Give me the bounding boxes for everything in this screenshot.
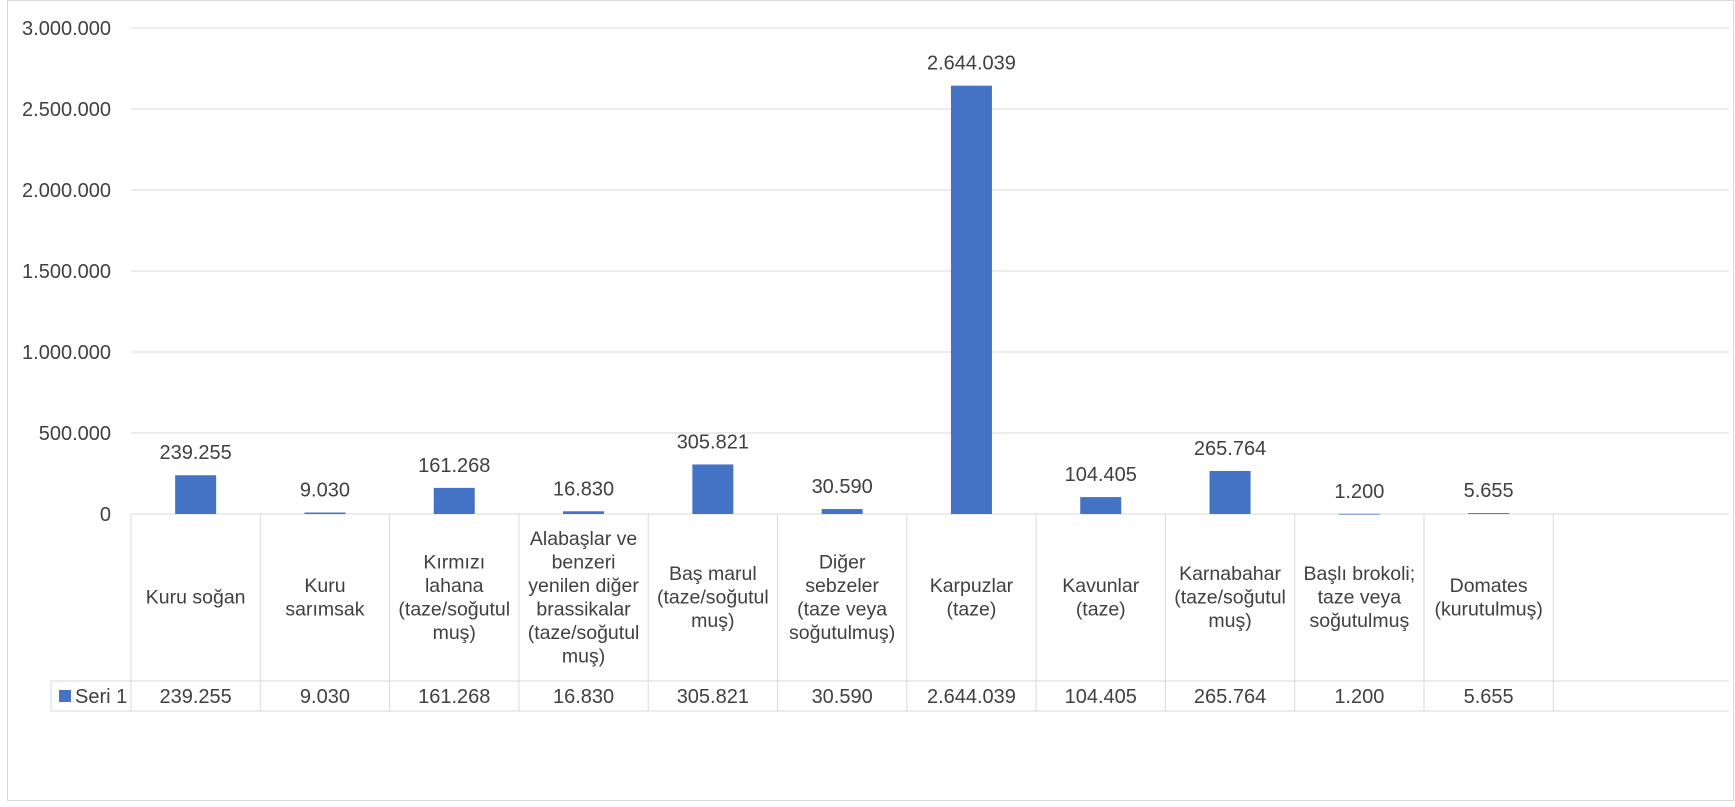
bar	[1468, 513, 1510, 514]
category-label: (taze/soğutul	[398, 598, 510, 620]
data-label: 16.830	[553, 478, 614, 500]
bar	[175, 475, 217, 514]
category-label: soğutulmuş)	[789, 622, 895, 644]
category-label: brassikalar	[536, 598, 631, 620]
category-label: muş)	[691, 610, 734, 632]
category-label: sebzeler	[805, 575, 879, 597]
table-value-cell: 265.764	[1194, 686, 1266, 708]
category-label: muş)	[433, 622, 476, 644]
table-value-cell: 239.255	[160, 686, 232, 708]
category-label: lahana	[425, 575, 484, 597]
table-value-cell: 30.590	[812, 686, 873, 708]
bar	[950, 85, 992, 514]
bar	[304, 512, 346, 514]
data-label: 239.255	[160, 442, 232, 464]
category-label: (taze veya	[797, 598, 887, 620]
bar	[1338, 513, 1380, 515]
table-value-cell: 16.830	[553, 686, 614, 708]
bar	[821, 509, 863, 514]
y-tick-label: 2.500.000	[22, 99, 111, 121]
category-label: soğutulmuş	[1309, 610, 1409, 632]
y-tick-label: 500.000	[39, 423, 111, 445]
table-value-cell: 1.200	[1334, 686, 1384, 708]
y-tick-label: 1.500.000	[22, 261, 111, 283]
data-label: 305.821	[677, 431, 749, 453]
category-label: Kuru soğan	[146, 587, 246, 609]
category-label: Kırmızı	[423, 551, 485, 573]
y-tick-label: 3.000.000	[22, 18, 111, 40]
category-label: Alabaşlar ve	[530, 528, 637, 550]
table-value-cell: 5.655	[1464, 686, 1514, 708]
bar	[433, 487, 475, 514]
category-label: (taze/soğutul	[1174, 587, 1286, 609]
y-tick-label: 2.000.000	[22, 180, 111, 202]
data-label: 161.268	[418, 455, 490, 477]
data-label: 9.030	[300, 480, 350, 502]
data-label: 265.764	[1194, 438, 1266, 460]
category-label: (taze/soğutul	[528, 622, 640, 644]
bar	[1080, 497, 1122, 514]
table-value-cell: 305.821	[677, 686, 749, 708]
category-label: Karpuzlar	[930, 575, 1014, 597]
legend-label: Seri 1	[75, 686, 127, 708]
category-label: taze veya	[1318, 587, 1402, 609]
bar-chart: 0 500.000 1.000.000 1.500.000 2.000.000 2.500…	[22, 18, 1729, 712]
table-value-cell: 104.405	[1065, 686, 1137, 708]
table-value-cell: 2.644.039	[927, 686, 1016, 708]
y-tick-label: 1.000.000	[22, 342, 111, 364]
bar	[1209, 470, 1251, 514]
category-label: Baş marul	[669, 563, 757, 585]
category-label: yenilen diğer	[528, 575, 639, 597]
category-label: Diğer	[819, 551, 866, 573]
legend-swatch	[59, 690, 71, 702]
data-label: 104.405	[1065, 464, 1137, 486]
y-tick-label: 0	[100, 504, 111, 526]
category-label: (kurutulmuş)	[1434, 598, 1542, 620]
chart-frame: 0 500.000 1.000.000 1.500.000 2.000.000 2.500…	[7, 0, 1734, 801]
category-label: Domates	[1450, 575, 1528, 597]
bar	[692, 464, 734, 514]
category-label: muş)	[562, 645, 605, 667]
data-label: 2.644.039	[927, 53, 1016, 75]
category-label: (taze)	[1076, 598, 1126, 620]
data-label: 30.590	[812, 476, 873, 498]
data-label: 1.200	[1334, 481, 1384, 503]
table-value-cell: 9.030	[300, 686, 350, 708]
category-label: Kavunlar	[1062, 575, 1139, 597]
data-label: 5.655	[1464, 480, 1514, 502]
category-label: Başlı brokoli;	[1304, 563, 1416, 585]
bar	[563, 511, 605, 514]
category-label: (taze/soğutul	[657, 587, 769, 609]
category-label: benzeri	[552, 551, 616, 573]
category-label: sarımsak	[285, 598, 364, 620]
category-label: Kuru	[304, 575, 345, 597]
category-label: Karnabahar	[1179, 563, 1281, 585]
table-value-cell: 161.268	[418, 686, 490, 708]
category-label: muş)	[1208, 610, 1251, 632]
category-label: (taze)	[947, 598, 997, 620]
